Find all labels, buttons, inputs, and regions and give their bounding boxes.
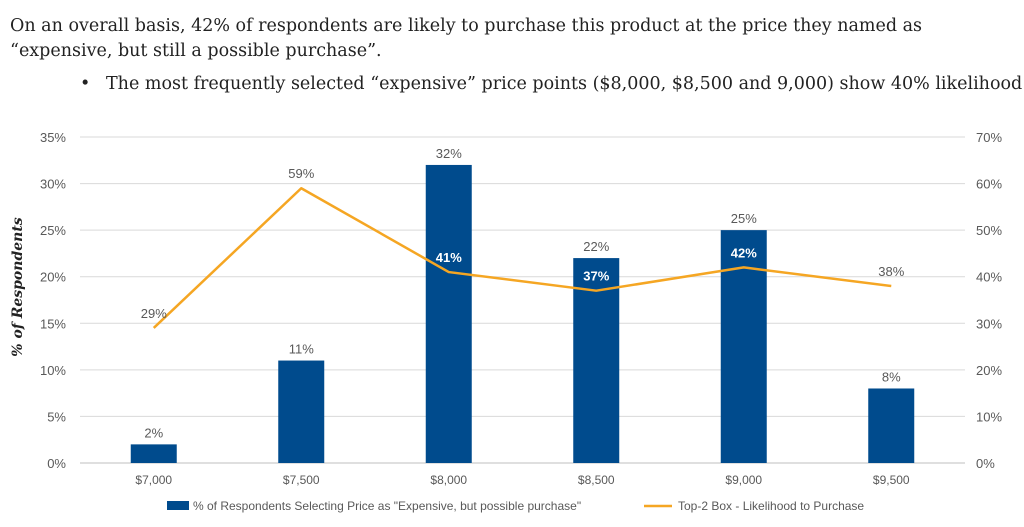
bar: [868, 388, 915, 463]
legend-bar-label: % of Respondents Selecting Price as "Exp…: [193, 499, 581, 513]
gridlines: [80, 136, 965, 464]
bullet-text: The most frequently selected “expensive”…: [106, 74, 1023, 94]
bar-value-label: 25%: [731, 211, 757, 226]
legend-line-label: Top-2 Box - Likelihood to Purchase: [678, 499, 864, 513]
line-series: [152, 186, 892, 329]
x-tick-label: $7,500: [283, 473, 320, 487]
y2-tick-label: 20%: [976, 363, 1002, 378]
category-axis: $7,000 $7,500 $8,000 $8,500 $9,000 $9,500: [135, 473, 910, 487]
bullet-marker: •: [80, 74, 91, 94]
y2-tick-label: 0%: [976, 456, 995, 471]
x-tick-label: $9,000: [725, 473, 762, 487]
y-tick-label: 0%: [47, 456, 66, 471]
legend-bar-swatch: [167, 501, 189, 510]
bar: [130, 444, 177, 463]
line-value-label: 29%: [141, 306, 167, 321]
bar-series: [130, 164, 915, 463]
line-value-label: 59%: [288, 166, 314, 181]
bar-value-label: 22%: [583, 239, 609, 254]
bar: [720, 230, 767, 463]
line-path: [152, 186, 892, 329]
line-value-label: 37%: [583, 269, 609, 284]
y-tick-label: 10%: [40, 363, 66, 378]
data-labels: 2% 11% 32% 22% 25% 8% 29% 59% 41% 37% 42% 38%: [141, 146, 905, 440]
x-tick-label: $8,500: [578, 473, 615, 487]
right-axis: 0% 10% 20% 30% 40% 50% 60% 70%: [976, 130, 1002, 471]
x-tick-label: $8,000: [430, 473, 467, 487]
bar-value-label: 11%: [289, 342, 314, 357]
y-tick-label: 20%: [40, 270, 66, 285]
x-tick-label: $7,000: [135, 473, 172, 487]
bar: [278, 360, 325, 463]
line-value-label: 41%: [436, 250, 462, 265]
y-tick-label: 25%: [40, 223, 66, 238]
y2-tick-label: 40%: [976, 270, 1002, 285]
line-value-label: 38%: [878, 264, 904, 279]
y2-tick-label: 50%: [976, 223, 1002, 238]
headline-text: On an overall basis, 42% of respondents …: [10, 16, 923, 61]
headline: On an overall basis, 42% of respondents …: [10, 14, 1010, 64]
y2-tick-label: 10%: [976, 409, 1002, 424]
y-axis-title: % of Respondents: [10, 217, 26, 356]
y-tick-label: 30%: [40, 177, 66, 192]
y2-tick-label: 70%: [976, 130, 1002, 145]
bar-value-label: 32%: [436, 146, 462, 161]
line-value-label: 42%: [731, 245, 757, 260]
y-tick-label: 35%: [40, 130, 66, 145]
bar: [425, 164, 472, 463]
bar-value-label: 8%: [882, 369, 901, 384]
y-tick-label: 5%: [47, 409, 66, 424]
bar: [573, 258, 620, 463]
y2-tick-label: 30%: [976, 316, 1002, 331]
legend: % of Respondents Selecting Price as "Exp…: [167, 499, 864, 513]
left-axis: 0% 5% 10% 15% 20% 25% 30% 35%: [40, 130, 66, 471]
bar-value-label: 2%: [144, 425, 163, 440]
y-tick-label: 15%: [40, 316, 66, 331]
x-tick-label: $9,500: [873, 473, 910, 487]
y2-tick-label: 60%: [976, 177, 1002, 192]
